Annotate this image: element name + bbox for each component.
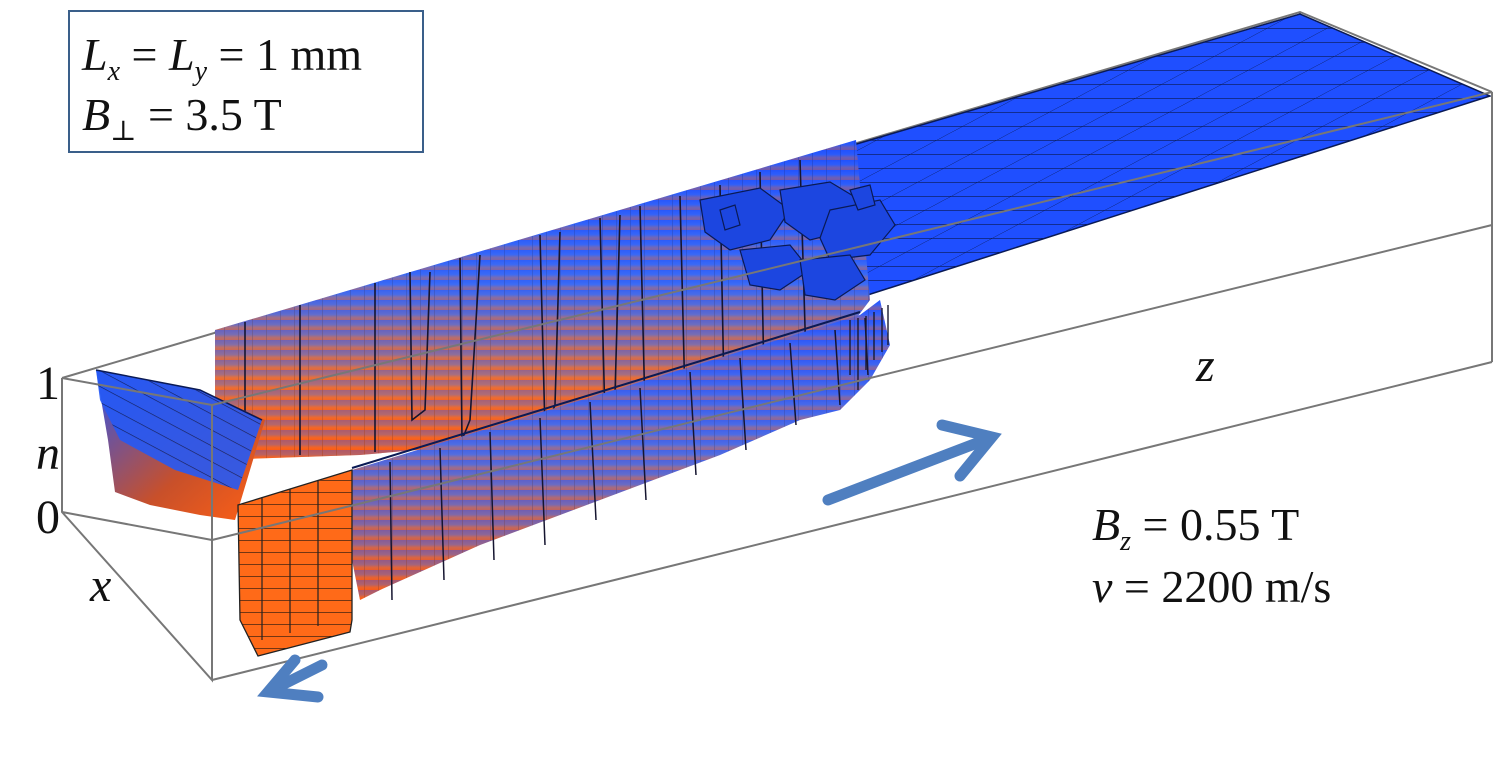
bz-symbol: B [1092,499,1121,550]
z-direction-arrow [822,419,1002,506]
velocity-note: v = 2200 m/s [1092,561,1332,612]
x-axis-label: x [90,559,112,612]
b-perp-line: B⊥ = 3.5 T [82,89,282,148]
lx-symbol: L [82,29,108,80]
b-perp-symbol: B [82,89,111,140]
z-axis-label: z [1196,339,1215,392]
parameters-box: Lx = Ly = 1 mm B⊥ = 3.5 T [68,10,424,153]
ly-symbol: L [168,29,195,80]
bounding-box-front [61,91,1493,683]
front-wall-surface [351,300,890,601]
n-axis-top-tick: 1 [36,357,60,410]
v-symbol: v [1092,561,1113,612]
n-axis-label: n [36,427,60,480]
left-end-surface [95,369,265,520]
x-direction-arrow [257,654,328,703]
box-dimensions-line: Lx = Ly = 1 mm [82,29,363,88]
trench-floor [237,469,353,657]
n-axis-bottom-tick: 0 [36,491,60,544]
bz-note: Bz = 0.55 T [1092,499,1300,558]
